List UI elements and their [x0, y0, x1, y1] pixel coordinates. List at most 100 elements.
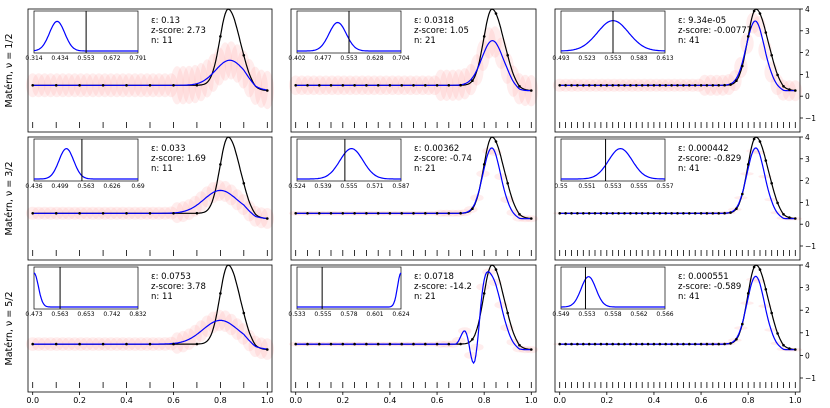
sample-point	[693, 342, 697, 346]
inset-tick-label: 0.563	[51, 311, 68, 318]
sample-point	[424, 212, 427, 215]
sample-point	[711, 84, 715, 87]
inset-tick-label: 0.624	[392, 311, 409, 318]
sample-point	[752, 9, 756, 13]
panel-frame	[290, 264, 537, 393]
x-tick-label: 0.2	[600, 396, 613, 405]
sample-point	[705, 342, 709, 346]
inset-tick-label: 0.566	[656, 311, 673, 318]
z-score-value: z-score: -0.589	[678, 282, 741, 292]
inset-tick-label: 0.704	[392, 55, 409, 62]
inset-tick-label: 0.791	[129, 55, 146, 62]
z-score-value: z-score: 1.69	[151, 154, 206, 164]
x-tick-label: 0.2	[73, 396, 86, 405]
sample-point	[593, 212, 597, 215]
sample-point	[764, 288, 768, 291]
inset-tick-label: 0.578	[340, 311, 357, 318]
panel-frame	[27, 8, 273, 133]
sample-point	[729, 83, 732, 86]
panel-7: 0.0 0.2 0.4 0.6 0.8 1.00.473 0.563 0.653 0.742 0.…	[25, 264, 274, 405]
sample-point	[617, 342, 620, 346]
sample-point	[400, 342, 404, 346]
inset-posterior-curve	[297, 272, 402, 308]
sample-point	[635, 84, 638, 87]
inset-tick-label: 0.533	[288, 311, 305, 318]
sample-point	[31, 84, 34, 87]
panel-1: 0.314 0.434 0.553 0.672 0.791 ε: 0.13z-score:…	[25, 8, 274, 133]
inset-tick-label: 0.436	[25, 183, 42, 190]
sample-point	[705, 212, 709, 215]
y-tick-label: −1	[805, 242, 816, 251]
sample-point	[266, 89, 269, 92]
sample-point	[658, 342, 662, 346]
sample-point	[412, 84, 415, 87]
sample-point	[219, 292, 222, 295]
inset-tick-label: 0.571	[366, 183, 383, 190]
n-value: n: 11	[151, 164, 173, 174]
sample-point	[611, 212, 614, 215]
sample-point	[717, 342, 720, 346]
sample-point	[294, 212, 298, 215]
inset-frame	[296, 138, 402, 182]
sample-point	[242, 182, 246, 185]
sample-point	[294, 342, 298, 346]
inset-tick-label: 0.555	[340, 183, 357, 190]
y-tick-label: 0	[805, 220, 810, 229]
inset-tick-label: 0.553	[604, 183, 621, 190]
sample-point	[506, 311, 510, 315]
sample-point	[617, 84, 620, 87]
sample-point	[125, 212, 128, 215]
sample-point	[582, 342, 585, 346]
sample-point	[219, 163, 222, 166]
y-tick-label: 3	[805, 155, 810, 164]
sample-point	[294, 84, 298, 87]
inset-tick-label: 0.549	[552, 311, 569, 318]
epsilon-value: ε: 0.000442	[678, 144, 729, 154]
sample-point	[623, 342, 626, 346]
epsilon-value: ε: 0.0318	[414, 16, 454, 26]
sample-point	[688, 212, 691, 215]
sample-point	[306, 84, 309, 87]
sample-point	[770, 54, 773, 57]
sample-point	[329, 84, 333, 87]
sample-point	[788, 216, 791, 219]
inset-tick-label: 0.563	[77, 183, 94, 190]
y-tick-label: 4	[805, 5, 810, 14]
posterior-inset: 0.314 0.434 0.553 0.672 0.791	[25, 10, 147, 62]
sample-point	[341, 84, 345, 87]
epsilon-value: ε: 0.0718	[414, 272, 454, 282]
panel-frame	[554, 264, 801, 393]
sample-point	[530, 89, 533, 92]
sample-point	[125, 84, 128, 87]
sample-point	[699, 342, 703, 346]
sample-point	[101, 84, 105, 87]
sample-point	[318, 84, 321, 87]
sample-point	[629, 342, 632, 346]
inset-tick-label: 0.601	[366, 311, 383, 318]
inset-posterior-curve	[34, 147, 138, 180]
sample-point	[341, 342, 345, 346]
panel-3: −1 0 1 2 3 4 0.493 0.523 0.553 0.583 0.613 ε: 9.34e…	[552, 5, 816, 133]
sample-point	[424, 84, 427, 87]
inset-tick-label: 0.553	[77, 55, 94, 62]
sample-point	[482, 163, 486, 166]
z-score-value: z-score: -0.74	[414, 154, 472, 164]
sample-point	[388, 84, 392, 87]
sample-point	[770, 311, 773, 315]
sample-point	[148, 212, 152, 215]
sample-point	[576, 212, 579, 215]
sample-point	[764, 31, 768, 34]
sample-point	[518, 85, 521, 88]
panel-frame	[554, 136, 801, 261]
z-score-value: z-score: 1.05	[414, 26, 469, 36]
y-tick-label: 4	[805, 133, 810, 142]
sample-point	[794, 217, 797, 220]
sample-point	[693, 84, 697, 87]
inset-tick-label: 0.434	[51, 55, 68, 62]
sample-point	[195, 342, 199, 346]
x-tick-label: 0.2	[336, 396, 349, 405]
